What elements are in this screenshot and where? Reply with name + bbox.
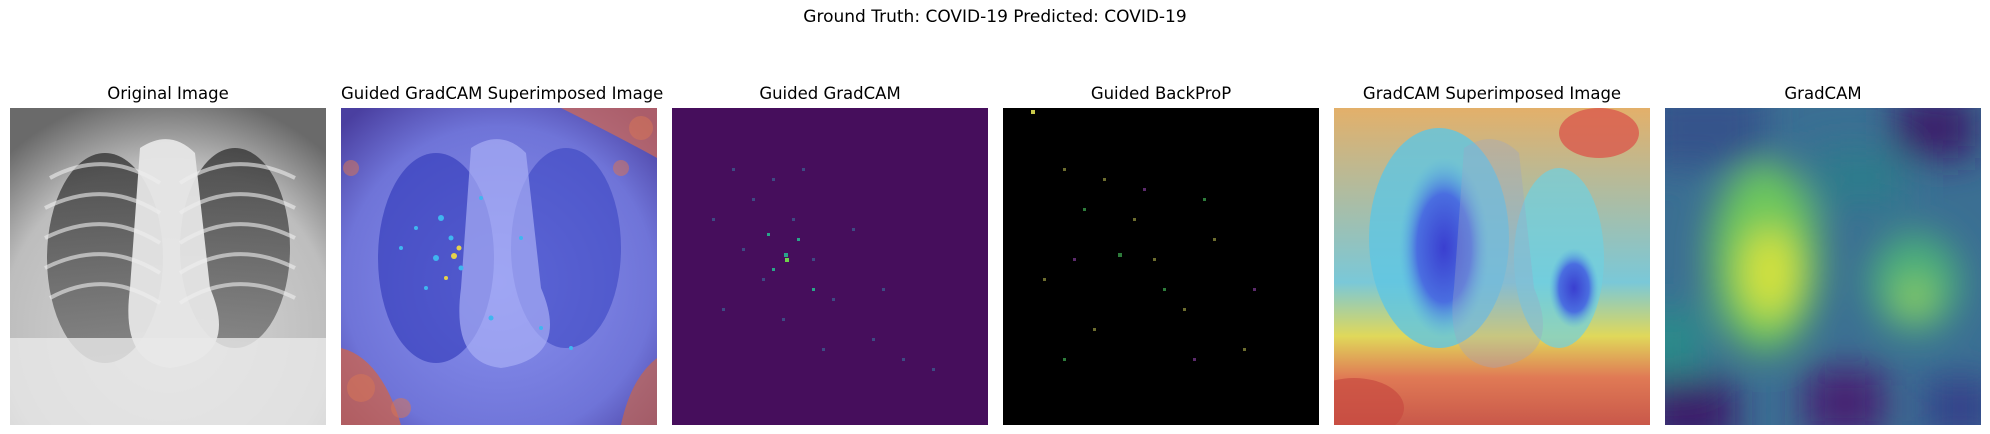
panel-title: Guided GradCAM — [759, 84, 901, 103]
panel-gradcam-superimposed: GradCAM Superimposed Image — [1334, 82, 1650, 425]
figure-suptitle: Ground Truth: COVID-19 Predicted: COVID-… — [803, 7, 1187, 27]
panel-title: GradCAM — [1784, 84, 1862, 103]
gradcam-superimposed-image — [1334, 108, 1650, 425]
panel-gradcam: GradCAM — [1665, 82, 1981, 425]
panel-guided-gradcam: Guided GradCAM — [672, 82, 988, 425]
gradcam-heatmap — [1665, 108, 1981, 425]
guided-gradcam-image — [672, 108, 988, 425]
panel-title: Original Image — [107, 84, 229, 103]
guided-backprop-image — [1003, 108, 1319, 425]
guided-gradcam-superimposed-image — [341, 108, 657, 425]
panel-title: GradCAM Superimposed Image — [1362, 84, 1622, 103]
panel-title: Guided BackProP — [1090, 84, 1232, 103]
panel-title: Guided GradCAM Superimposed Image — [341, 84, 664, 103]
xray-image — [10, 108, 326, 425]
panel-guided-gradcam-superimposed: Guided GradCAM Superimposed Image — [341, 82, 664, 425]
panel-guided-backprop: Guided BackProP — [1003, 82, 1319, 425]
panel-original-image: Original Image — [10, 82, 326, 425]
